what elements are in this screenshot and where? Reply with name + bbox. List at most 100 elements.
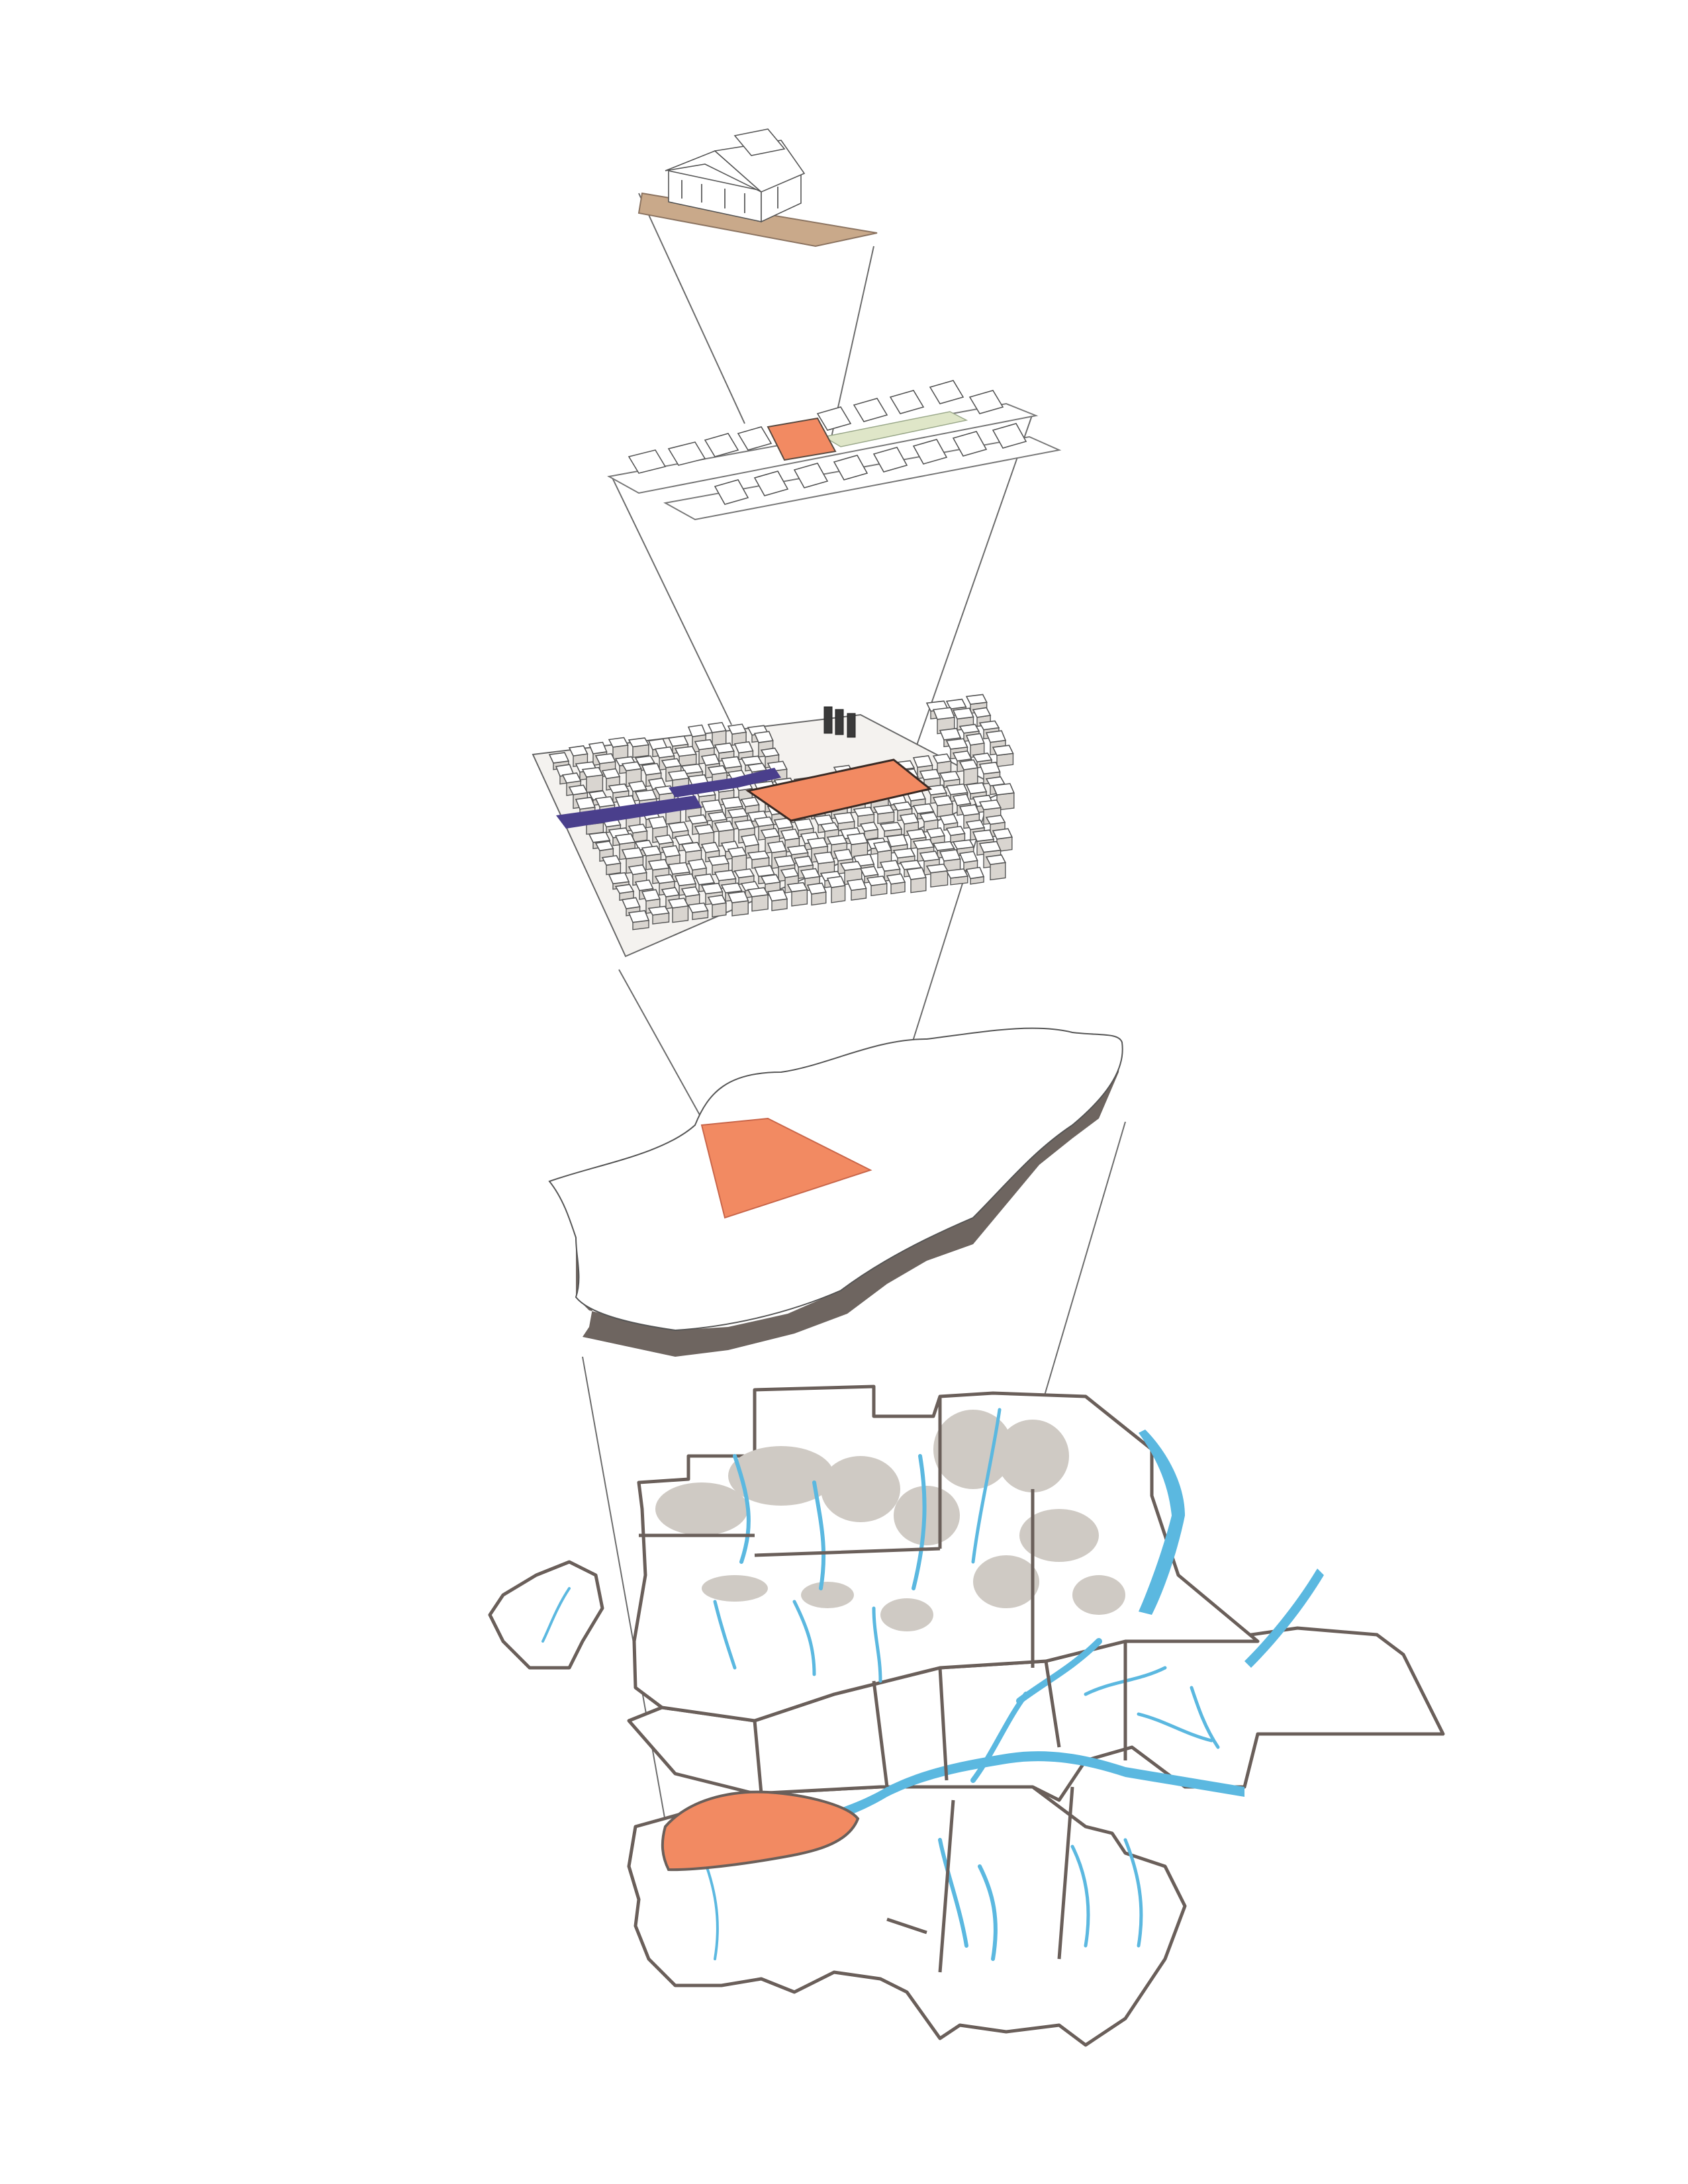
building-roof xyxy=(932,707,955,720)
building-roof xyxy=(919,850,941,862)
building-roof xyxy=(760,747,780,758)
projection-line xyxy=(582,1356,669,1841)
building-roof xyxy=(740,834,760,847)
region-map-level xyxy=(488,1385,1445,2047)
building-roof xyxy=(674,746,697,757)
building-roof xyxy=(919,768,941,781)
projection-line xyxy=(913,413,1033,755)
building-wall xyxy=(910,877,927,893)
building-roof xyxy=(694,873,716,886)
building-roof xyxy=(879,821,903,832)
building-roof xyxy=(886,873,906,885)
building-roof xyxy=(965,819,986,831)
building-roof xyxy=(694,824,715,835)
building-roof xyxy=(674,873,697,887)
building-roof xyxy=(939,849,961,862)
building-roof xyxy=(647,816,669,829)
building-roof xyxy=(899,813,919,825)
neighbourhood-level xyxy=(532,694,1015,958)
building-roof xyxy=(826,835,848,846)
building-roof xyxy=(561,772,582,784)
building-roof xyxy=(786,844,809,856)
building-roof xyxy=(912,839,935,850)
building-roof xyxy=(608,737,629,748)
building-roof xyxy=(932,795,954,807)
region-bowen-island xyxy=(488,1560,604,1670)
building-roof xyxy=(634,879,654,891)
building-roof xyxy=(919,811,939,823)
building-roof xyxy=(667,862,690,875)
building-roof xyxy=(667,770,690,781)
building-roof xyxy=(700,753,721,766)
building-roof xyxy=(925,784,948,796)
selected-lot xyxy=(767,417,837,461)
building-wall xyxy=(990,862,1006,881)
building-roof xyxy=(965,782,988,795)
street-houses xyxy=(628,380,1027,505)
building-roof xyxy=(714,742,735,754)
building-roof xyxy=(727,723,747,735)
building-roof xyxy=(760,827,780,839)
street-block-level xyxy=(607,380,1062,521)
building-roof xyxy=(641,762,662,776)
building-roof xyxy=(727,891,749,903)
building-roof xyxy=(707,721,727,733)
building-roof xyxy=(959,723,980,734)
building-roof xyxy=(601,768,621,780)
building-roof xyxy=(720,882,743,893)
building-roof xyxy=(588,831,611,843)
building-roof xyxy=(972,829,995,842)
building-roof xyxy=(747,850,771,860)
building-roof xyxy=(740,796,760,807)
building-roof xyxy=(952,839,975,850)
building-roof xyxy=(985,815,1006,825)
neighbourhood-buildings xyxy=(548,694,1015,931)
selected-municipality-area xyxy=(700,1117,872,1219)
building-roof xyxy=(952,794,972,806)
towers xyxy=(823,706,856,738)
building-roof xyxy=(939,770,961,782)
selected-region-vancouver xyxy=(661,1790,860,1872)
building-roof xyxy=(707,811,728,822)
building-roof xyxy=(965,694,988,705)
building-roof xyxy=(767,841,788,854)
building-roof xyxy=(687,724,707,738)
building-roof xyxy=(628,910,650,923)
building-roof xyxy=(767,889,788,902)
building-roof xyxy=(667,821,689,833)
building-roof xyxy=(720,796,743,809)
building-roof xyxy=(906,829,927,841)
building-roof xyxy=(621,761,642,772)
building-roof xyxy=(680,842,702,853)
selected-neighbourhood-area xyxy=(745,758,933,822)
building-roof xyxy=(614,884,635,894)
building-roof xyxy=(813,851,835,864)
building-roof xyxy=(839,860,863,872)
building-roof xyxy=(753,816,775,827)
building-roof xyxy=(628,864,648,876)
house-building xyxy=(665,128,806,223)
building-roof xyxy=(965,733,985,746)
building-roof xyxy=(548,752,570,764)
projection-line xyxy=(638,193,745,424)
building-roof xyxy=(846,833,868,846)
building-roof xyxy=(800,868,821,880)
building-roof xyxy=(641,889,661,902)
building-roof xyxy=(647,905,670,916)
municipal-boundaries xyxy=(639,1396,1127,1973)
building-roof xyxy=(859,866,879,878)
building-roof xyxy=(641,845,662,857)
building-wall xyxy=(586,774,604,794)
building-roof xyxy=(594,796,616,808)
building-roof xyxy=(872,841,892,853)
building-roof xyxy=(945,825,966,837)
building-roof xyxy=(859,821,879,833)
building-roof xyxy=(707,854,730,866)
building-roof xyxy=(985,730,1007,743)
arterial-street-east xyxy=(669,768,781,797)
building-roof xyxy=(733,819,756,831)
municipality-level xyxy=(548,1027,1123,1357)
green-lots xyxy=(822,411,968,447)
building-roof xyxy=(594,752,616,764)
building-roof xyxy=(614,833,636,845)
